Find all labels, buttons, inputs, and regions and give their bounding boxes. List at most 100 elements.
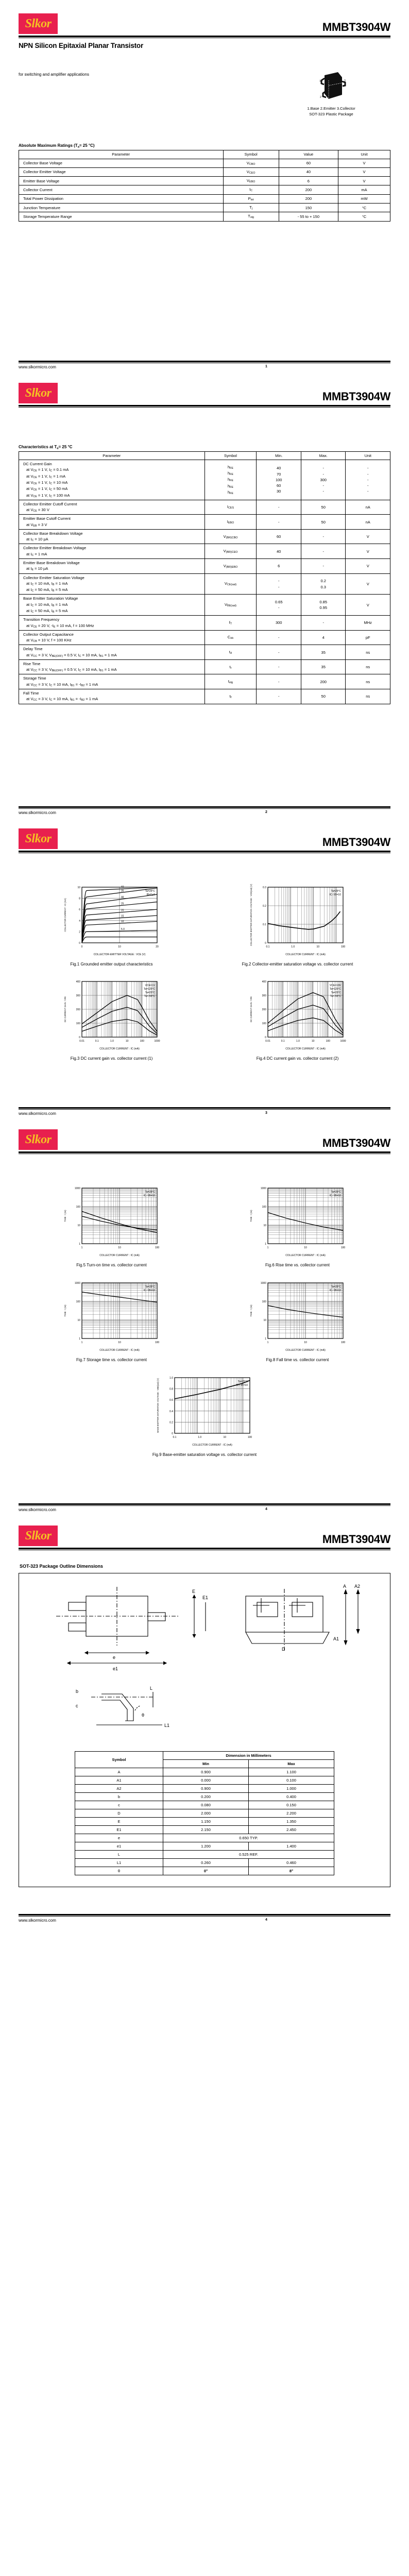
- svg-text:400: 400: [76, 980, 80, 984]
- svg-text:0.1: 0.1: [266, 945, 269, 948]
- cell-symbol: VEBO: [223, 176, 279, 186]
- svg-text:DC CURRENT GAIN : hFE: DC CURRENT GAIN : hFE: [64, 996, 66, 1022]
- cell-symbol: tr: [204, 659, 257, 675]
- cell-unit: V: [345, 594, 390, 616]
- dim-label-E1: E1: [202, 1595, 208, 1600]
- page-footer-1: www.slkormicro.com 1: [19, 360, 390, 369]
- cell-parameter: Fall Time at VCC = 3 V, IC = 10 mA, IB1 =…: [19, 689, 205, 704]
- cell-parameter: Collector Emitter Saturation Voltage at I…: [19, 573, 205, 595]
- svg-text:1000: 1000: [154, 1040, 160, 1043]
- svg-text:2: 2: [79, 930, 80, 934]
- svg-text:100: 100: [76, 1300, 80, 1303]
- cell-symbol: VCE(sat): [204, 573, 257, 595]
- cell-symbol: V(BR)CBO: [204, 529, 257, 545]
- svg-text:200: 200: [76, 1008, 80, 1011]
- page-footer-2: www.slkormicro.com 2: [19, 806, 390, 815]
- svg-text:300: 300: [262, 994, 266, 997]
- svg-text:3: 3: [344, 79, 346, 82]
- svg-text:100: 100: [340, 1246, 345, 1249]
- svg-text:IC / IB=10: IC / IB=10: [329, 1289, 341, 1292]
- svg-text:1.0: 1.0: [110, 1040, 113, 1043]
- footer-url[interactable]: www.slkormicro.com: [19, 1918, 56, 1923]
- svg-text:1: 1: [319, 80, 321, 83]
- page-1: Slkor MMBT3904W NPN Silicon Epitaxial Pl…: [0, 0, 409, 369]
- page-3: Slkor MMBT3904W 5.0 10 15 20 25 30 35 40 0 10 20 0 2…: [0, 815, 409, 1116]
- cell-parameter: Storage Time at VCC = 3 V, IC = 10 mA, IB…: [19, 674, 205, 689]
- cell-unit: °C: [338, 212, 390, 222]
- svg-text:300: 300: [76, 994, 80, 997]
- cell-symbol: E1: [74, 1825, 164, 1834]
- cell-unit: -----: [345, 460, 390, 500]
- svg-text:1: 1: [79, 1243, 80, 1246]
- figure-fig5: 1 10 100 1 10 100 1000 COLLECTOR CURRENT : IC (…: [19, 1179, 204, 1274]
- pinout-legend: 1.Base 2.Emitter 3.Collector: [307, 106, 355, 111]
- svg-text:TIME : t (ns): TIME : t (ns): [64, 1304, 66, 1317]
- characteristics-title: Characteristics at Ta= 25 °C: [19, 444, 73, 450]
- cell-unit: ns: [345, 659, 390, 675]
- svg-text:IB=0µA: IB=0µA: [146, 893, 155, 896]
- absolute-maximum-ratings-body: Collector Base Voltage VCBO 60 V Collector E…: [19, 158, 390, 222]
- svg-text:0: 0: [81, 945, 82, 948]
- cell-min: 60: [256, 529, 301, 545]
- svg-text:10: 10: [77, 886, 80, 889]
- svg-text:COLLECTOR CURRENT : IC (mA): COLLECTOR CURRENT : IC (mA): [285, 1349, 326, 1352]
- cell-max: 8°: [248, 1866, 334, 1875]
- table-row: D 2.000 2.200: [74, 1808, 334, 1818]
- cell-unit: MHz: [345, 615, 390, 631]
- svg-text:100: 100: [340, 1341, 345, 1344]
- cell-symbol: D: [74, 1808, 164, 1818]
- footer-url[interactable]: www.slkormicro.com: [19, 1111, 56, 1116]
- col-unit: Unit: [345, 451, 390, 461]
- page-number: 4: [265, 1507, 267, 1511]
- cell-symbol: L: [74, 1850, 164, 1859]
- cell-min: 0.65-: [256, 594, 301, 616]
- dim-header-row-2: Min Max: [75, 1759, 334, 1768]
- svg-text:COLLECTOR CURRENT : IC (mA): COLLECTOR CURRENT : IC (mA): [64, 897, 66, 931]
- cell-symbol: tf: [204, 689, 257, 704]
- svg-text:0: 0: [79, 1036, 80, 1039]
- table-row: E 1.150 1.350: [74, 1817, 334, 1826]
- svg-text:10: 10: [263, 1319, 266, 1322]
- footer-url[interactable]: www.slkormicro.com: [19, 810, 56, 815]
- cell-parameter: Collector Emitter Breakdown Voltage at IC…: [19, 544, 205, 560]
- dim-label-e: e: [113, 1655, 115, 1660]
- package-dimensions-body: A 0.900 1.100 A1 0.000 0.100 A2 0.900 1.000 b 0.20…: [74, 1767, 334, 1875]
- svg-text:COLLECTOR CURRENT : IC (mA): COLLECTOR CURRENT : IC (mA): [99, 1254, 140, 1257]
- cell-parameter: Junction Temperature: [19, 202, 224, 213]
- svg-text:COLLECTOR CURRENT : IC (mA): COLLECTOR CURRENT : IC (mA): [192, 1444, 232, 1447]
- footer-url[interactable]: www.slkormicro.com: [19, 364, 56, 369]
- page-footer-4: www.slkormicro.com 4: [19, 1503, 390, 1512]
- col-unit: Unit: [338, 150, 390, 159]
- cell-min: -: [256, 659, 301, 675]
- cell-max: 0.100: [248, 1775, 334, 1785]
- svg-text:0.1: 0.1: [95, 1040, 98, 1043]
- cell-parameter: Collector Emitter Cutoff Current at VCE =…: [19, 499, 205, 515]
- part-number: MMBT3904W: [322, 835, 390, 849]
- cell-symbol: IC: [223, 185, 279, 195]
- dim-label-A1: A1: [333, 1636, 339, 1641]
- svg-text:1000: 1000: [74, 1282, 80, 1285]
- cell-parameter: Collector Emitter Voltage: [19, 167, 224, 177]
- svg-text:Ta=25°C: Ta=25°C: [238, 1380, 248, 1383]
- svg-text:8: 8: [79, 897, 80, 900]
- svg-text:10: 10: [118, 945, 121, 948]
- figure-caption: Fig.1 Grounded emitter output characteri…: [70, 961, 153, 967]
- page-number: 4: [265, 1918, 267, 1922]
- cell-min: 0.900: [163, 1767, 249, 1776]
- cell-unit: V: [345, 529, 390, 545]
- footer-url[interactable]: www.slkormicro.com: [19, 1507, 56, 1512]
- svg-text:0.1: 0.1: [281, 1040, 284, 1043]
- svg-text:0.3: 0.3: [263, 886, 266, 889]
- cell-min: 6: [256, 558, 301, 574]
- table-row: Total Power Dissipation Ptot 200 mW: [19, 194, 390, 204]
- cell-min: 0.900: [163, 1784, 249, 1793]
- cell-parameter: Emitter Base Breakdown Voltage at IE = 10…: [19, 558, 205, 574]
- table-row: b 0.200 0.400: [74, 1792, 334, 1801]
- figures-page-4: 1 10 100 1 10 100 1000 COLLECTOR CURRENT : IC (…: [19, 1179, 390, 1463]
- cell-max: 200: [300, 674, 346, 689]
- slkor-logo: Slkor: [19, 13, 58, 34]
- svg-text:200: 200: [262, 1008, 266, 1011]
- cell-symbol: e: [74, 1833, 164, 1842]
- dim-label-L1: L1: [164, 1723, 169, 1728]
